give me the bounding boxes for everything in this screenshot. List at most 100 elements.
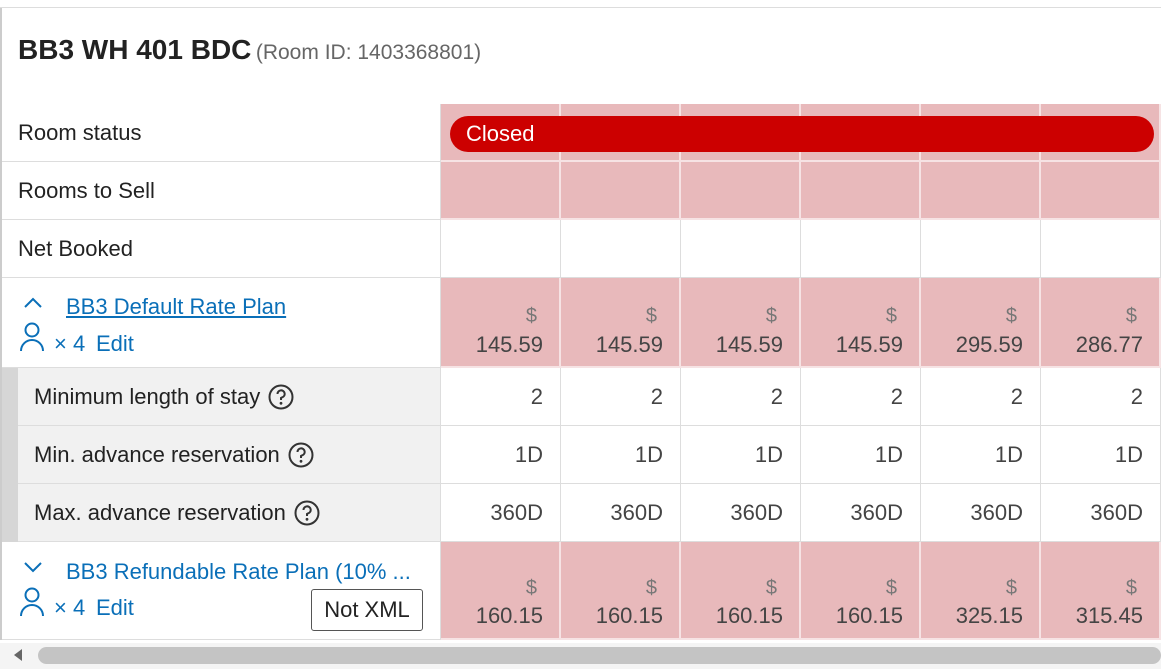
help-icon[interactable] — [294, 500, 320, 526]
restriction-value: 2 — [1010, 384, 1023, 409]
restriction-value: 2 — [770, 384, 783, 409]
restriction-value: 1D — [634, 442, 663, 467]
grid-cell — [681, 484, 801, 542]
help-icon[interactable] — [288, 442, 314, 468]
rate-plan-name[interactable]: BB3 Default Rate Plan — [66, 294, 287, 319]
grid-cell — [441, 162, 561, 220]
restriction-value: 360D — [610, 500, 663, 525]
grid-cell — [561, 426, 681, 484]
grid-cell — [561, 220, 681, 278]
grid-cell — [561, 278, 681, 368]
room-title: BB3 WH 401 BDC — [18, 34, 252, 65]
grid-cell — [681, 162, 801, 220]
price: 286.77 — [1075, 332, 1143, 357]
price: 160.15 — [715, 603, 783, 628]
grid-cell — [1041, 484, 1161, 542]
grid-cell — [921, 368, 1041, 426]
edit-link[interactable]: Edit — [96, 595, 134, 620]
restriction-value: 1D — [514, 442, 543, 467]
indent-strip — [2, 426, 18, 484]
row-label-cell — [2, 278, 441, 368]
row-label-cell — [2, 220, 441, 278]
currency: $ — [765, 577, 777, 599]
grid-cell — [1041, 220, 1161, 278]
row-label: Net Booked — [18, 236, 133, 261]
expand-chevron[interactable] — [22, 560, 44, 574]
currency: $ — [1005, 577, 1017, 599]
price: 145.59 — [475, 332, 543, 357]
grid-cell — [921, 220, 1041, 278]
help-icon[interactable] — [268, 384, 294, 410]
grid-cell — [1041, 162, 1161, 220]
grid-cell — [561, 542, 681, 640]
currency: $ — [645, 305, 657, 327]
price: 315.45 — [1075, 603, 1143, 628]
restriction-value: 360D — [1090, 500, 1143, 525]
restriction-value: 1D — [874, 442, 903, 467]
currency: $ — [885, 577, 897, 599]
currency: $ — [765, 305, 777, 327]
currency: $ — [525, 305, 537, 327]
price: 295.59 — [955, 332, 1023, 357]
grid-cell — [1041, 542, 1161, 640]
grid-cell — [441, 542, 561, 640]
edit-link[interactable]: Edit — [96, 331, 134, 356]
left-border — [0, 8, 2, 640]
top-border — [0, 7, 1161, 8]
grid-cell — [1041, 426, 1161, 484]
price: 145.59 — [835, 332, 903, 357]
price: 325.15 — [955, 603, 1023, 628]
restriction-label: Minimum length of stay — [34, 384, 261, 409]
grid-cell — [561, 368, 681, 426]
restriction-label: Max. advance reservation — [34, 500, 286, 525]
scroll-thumb[interactable] — [38, 647, 1161, 664]
occupancy: × 4 — [54, 595, 86, 620]
grid-cell — [681, 278, 801, 368]
grid-cell — [561, 162, 681, 220]
currency: $ — [525, 577, 537, 599]
scroll-left-arrow[interactable] — [12, 648, 24, 662]
room-id: (Room ID: 1403368801) — [255, 41, 482, 64]
row-label: Rooms to Sell — [18, 178, 155, 203]
price: 145.59 — [715, 332, 783, 357]
guest-icon — [20, 587, 44, 617]
row-label-cell — [2, 162, 441, 220]
collapse-chevron[interactable] — [22, 296, 44, 310]
currency: $ — [1005, 305, 1017, 327]
grid-cell — [441, 220, 561, 278]
grid-cell — [801, 162, 921, 220]
grid-cell — [441, 368, 561, 426]
header: BB3 WH 401 BDC (Room ID: 1403368801) — [18, 34, 481, 66]
scrollbar[interactable] — [0, 643, 1161, 669]
status-pill: Closed — [450, 116, 1154, 152]
guest-icon — [20, 322, 44, 352]
grid-cell — [561, 484, 681, 542]
grid-cell — [921, 162, 1041, 220]
grid-cell — [441, 484, 561, 542]
currency: $ — [645, 577, 657, 599]
restriction-value: 2 — [530, 384, 543, 409]
grid-cell — [1041, 278, 1161, 368]
row-label: Room status — [18, 120, 142, 145]
grid-cell — [681, 368, 801, 426]
restriction-value: 360D — [730, 500, 783, 525]
restriction-value: 360D — [970, 500, 1023, 525]
grid-cell — [801, 426, 921, 484]
price: 160.15 — [475, 603, 543, 628]
grid-cell — [801, 542, 921, 640]
currency: $ — [885, 305, 897, 327]
indent-strip — [2, 368, 18, 426]
restriction-value: 360D — [490, 500, 543, 525]
indent-strip — [2, 484, 18, 542]
row-label-cell — [2, 484, 441, 542]
grid-cell — [681, 542, 801, 640]
occupancy: × 4 — [54, 331, 86, 356]
restriction-value: 2 — [890, 384, 903, 409]
restriction-value: 2 — [1130, 384, 1143, 409]
restriction-label: Min. advance reservation — [34, 442, 280, 467]
rate-plan-name[interactable]: BB3 Refundable Rate Plan (10% ... — [66, 559, 411, 584]
grid-cell — [441, 278, 561, 368]
grid-cell — [801, 278, 921, 368]
not-xml-badge: Not XML — [311, 589, 423, 631]
